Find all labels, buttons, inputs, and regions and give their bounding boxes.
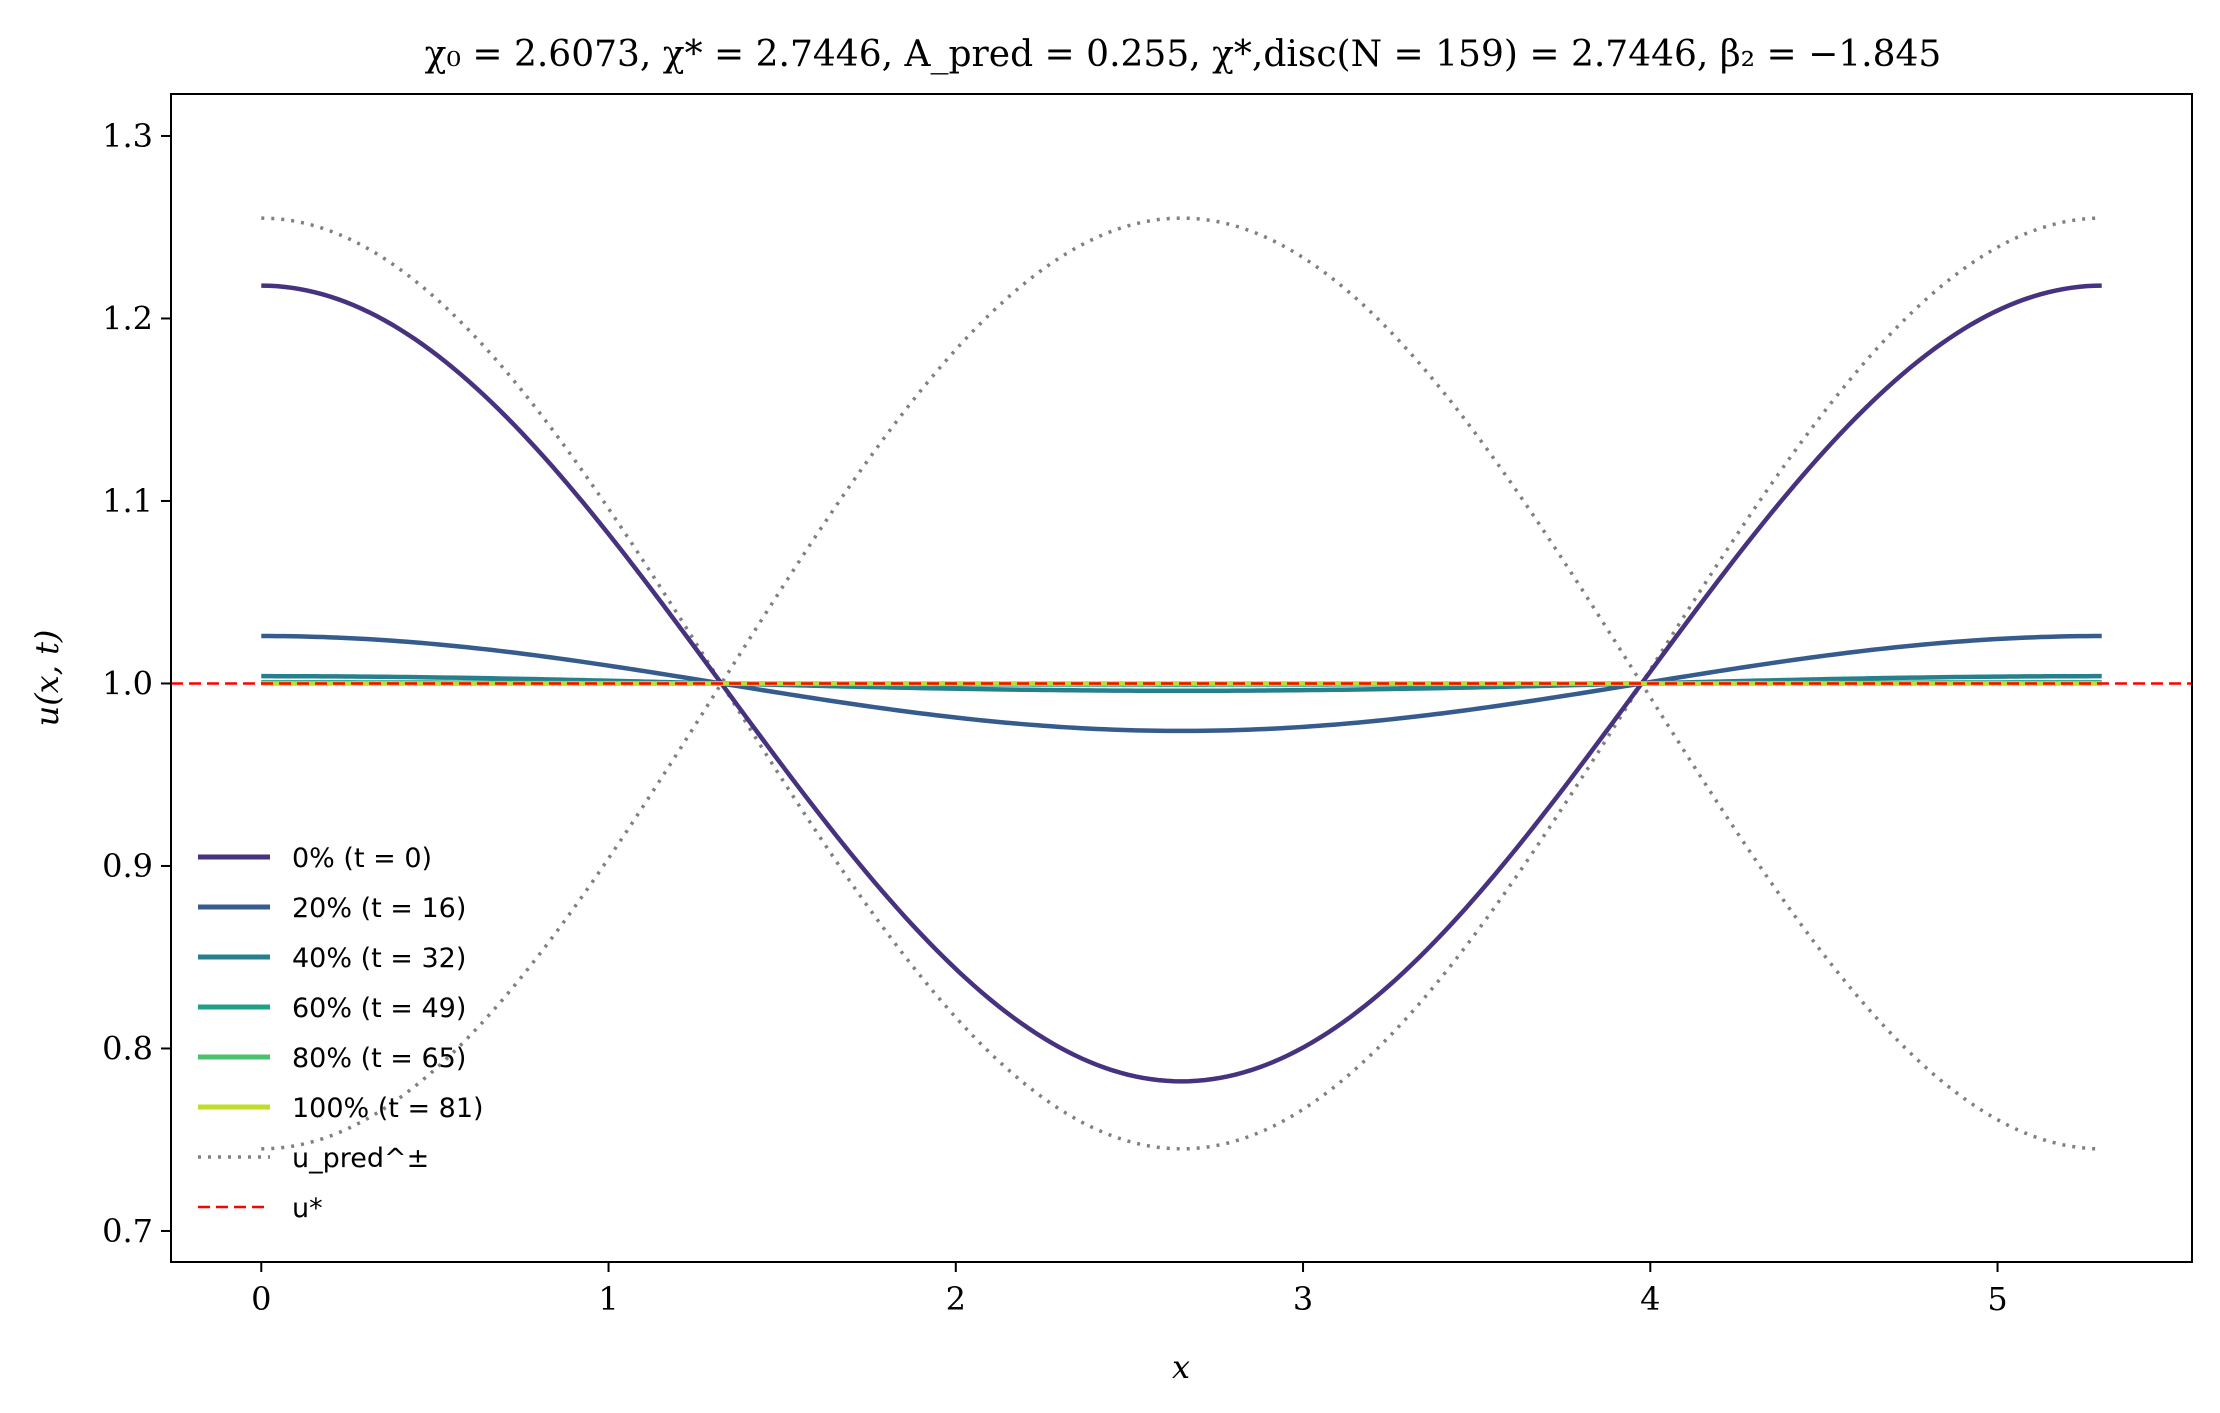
x-tick-label: 1 <box>598 1280 618 1318</box>
y-tick-label: 1.3 <box>102 117 153 155</box>
legend-label: 20% (t = 16) <box>292 893 466 924</box>
x-tick-label: 3 <box>1293 1280 1313 1318</box>
y-tick-label: 0.9 <box>102 847 153 885</box>
legend-label: 60% (t = 49) <box>292 993 466 1024</box>
legend-label: u_pred^± <box>292 1143 429 1174</box>
x-tick-label: 5 <box>1987 1280 2007 1318</box>
legend-label: 0% (t = 0) <box>292 843 432 874</box>
y-tick-label: 0.7 <box>102 1212 153 1250</box>
y-tick-label: 1.0 <box>102 664 153 702</box>
legend-label: 80% (t = 65) <box>292 1043 466 1074</box>
chart-title: χ₀ = 2.6073, χ* = 2.7446, A_pred = 0.255… <box>425 34 1942 75</box>
y-tick-label: 1.2 <box>102 299 153 337</box>
legend-label: 100% (t = 81) <box>292 1093 484 1124</box>
x-axis-label: x <box>1172 1348 1190 1386</box>
y-axis-label: u(x, t) <box>28 630 66 727</box>
x-tick-label: 0 <box>251 1280 271 1318</box>
y-tick-label: 1.1 <box>102 482 153 520</box>
y-tick-label: 0.8 <box>102 1029 153 1067</box>
legend-label: u* <box>292 1193 323 1224</box>
x-tick-label: 2 <box>946 1280 966 1318</box>
legend-label: 40% (t = 32) <box>292 943 466 974</box>
x-tick-label: 4 <box>1640 1280 1660 1318</box>
